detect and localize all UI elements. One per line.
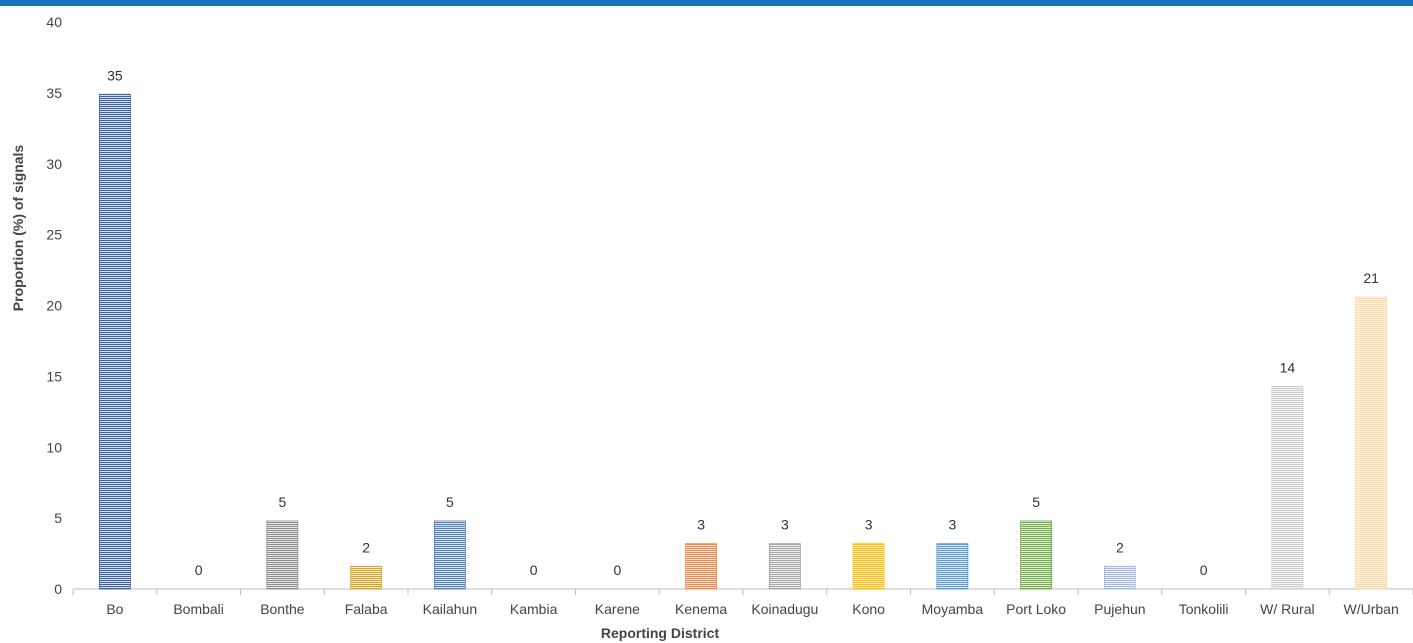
data-label: 5 bbox=[446, 494, 454, 510]
data-label: 3 bbox=[781, 517, 789, 533]
x-tick-label: Kambia bbox=[510, 601, 558, 617]
x-tick-label: Karene bbox=[595, 601, 640, 617]
data-label: 5 bbox=[1032, 494, 1040, 510]
bar bbox=[852, 543, 885, 590]
data-label: 0 bbox=[1200, 562, 1208, 578]
x-axis-tickmarks bbox=[72, 589, 1413, 595]
data-label: 0 bbox=[613, 562, 621, 578]
x-tick-label: Kenema bbox=[675, 601, 727, 617]
y-tick-label: 20 bbox=[46, 298, 62, 314]
bar bbox=[350, 565, 383, 590]
x-tick-label: Bo bbox=[106, 601, 123, 617]
x-tick-label: Bonthe bbox=[260, 601, 305, 617]
data-label: 2 bbox=[362, 539, 370, 555]
bars bbox=[98, 93, 1388, 590]
data-label: 21 bbox=[1363, 270, 1379, 286]
data-label: 5 bbox=[278, 494, 286, 510]
y-tick-label: 10 bbox=[46, 439, 62, 455]
data-label: 3 bbox=[865, 517, 873, 533]
bar bbox=[936, 543, 969, 590]
y-tick-label: 40 bbox=[46, 14, 62, 30]
x-tick-label: Moyamba bbox=[922, 601, 984, 617]
x-tick-label: Bombali bbox=[173, 601, 224, 617]
bar bbox=[1020, 520, 1053, 590]
data-label: 14 bbox=[1280, 359, 1296, 375]
bar bbox=[768, 543, 801, 590]
bar bbox=[433, 520, 466, 590]
x-axis-title: Reporting District bbox=[601, 625, 720, 641]
data-label: 35 bbox=[107, 67, 123, 83]
x-tick-label: W/Urban bbox=[1344, 601, 1399, 617]
bar bbox=[1355, 296, 1388, 590]
data-label: 0 bbox=[530, 562, 538, 578]
data-label: 3 bbox=[697, 517, 705, 533]
x-tick-label: Port Loko bbox=[1006, 601, 1066, 617]
x-axis-labels: Bo Bombali Bonthe Falaba Kailahun Kambia Karen… bbox=[106, 601, 1398, 617]
bar bbox=[685, 543, 718, 590]
x-tick-label: Pujehun bbox=[1094, 601, 1145, 617]
x-tick-label: Falaba bbox=[345, 601, 388, 617]
y-axis-ticks: 0 5 10 15 20 25 30 35 40 bbox=[46, 14, 62, 597]
y-tick-label: 30 bbox=[46, 156, 62, 172]
top-accent-bar bbox=[0, 0, 1413, 6]
x-tick-label: W/ Rural bbox=[1260, 601, 1314, 617]
x-tick-label: Koinadugu bbox=[751, 601, 818, 617]
x-tick-label: Kailahun bbox=[423, 601, 478, 617]
bar bbox=[98, 93, 131, 590]
y-tick-label: 25 bbox=[46, 227, 62, 243]
bar bbox=[266, 520, 299, 590]
y-tick-label: 0 bbox=[54, 581, 62, 597]
x-tick-label: Kono bbox=[852, 601, 885, 617]
bar bbox=[1103, 565, 1136, 590]
data-label: 0 bbox=[195, 562, 203, 578]
y-tick-label: 15 bbox=[46, 368, 62, 384]
data-label: 3 bbox=[948, 517, 956, 533]
y-tick-label: 5 bbox=[54, 510, 62, 526]
y-tick-label: 35 bbox=[46, 85, 62, 101]
bar bbox=[1271, 385, 1304, 590]
x-tick-label: Tonkolili bbox=[1179, 601, 1229, 617]
data-label: 2 bbox=[1116, 539, 1124, 555]
y-axis-title: Proportion (%) of signals bbox=[10, 145, 26, 312]
